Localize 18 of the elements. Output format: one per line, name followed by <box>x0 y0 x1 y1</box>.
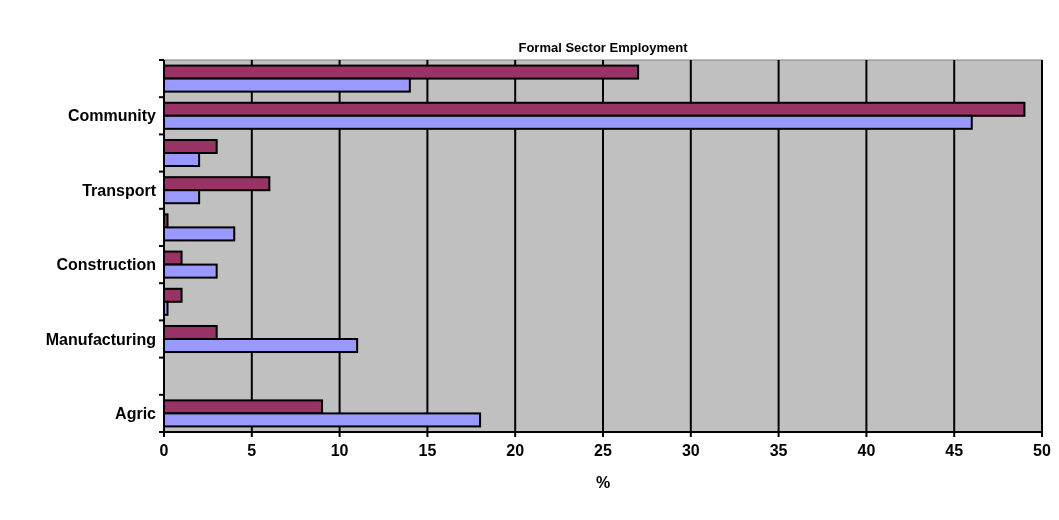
x-tick-label: 0 <box>159 442 169 459</box>
y-tick-label: Construction <box>56 256 156 274</box>
x-tick-label: 35 <box>769 442 788 459</box>
chart-title: Formal Sector Employment <box>518 40 689 55</box>
y-tick-label: Transport <box>82 181 157 199</box>
x-axis-title: % <box>595 474 611 491</box>
y-tick-label: Agric <box>115 405 157 422</box>
x-tick-label: 20 <box>506 442 525 459</box>
x-tick-label: 45 <box>945 442 964 459</box>
x-tick-label: 25 <box>594 442 612 459</box>
x-tick-label: 40 <box>857 442 876 459</box>
x-tick-label: 15 <box>418 442 437 459</box>
x-tick-label: 10 <box>330 442 349 459</box>
y-tick-label: Manufacturing <box>45 330 156 348</box>
x-tick-label: 30 <box>681 442 700 459</box>
y-tick-label: Community <box>68 107 157 125</box>
x-tick-label: 50 <box>1033 442 1051 459</box>
x-tick-label: 5 <box>247 442 257 459</box>
